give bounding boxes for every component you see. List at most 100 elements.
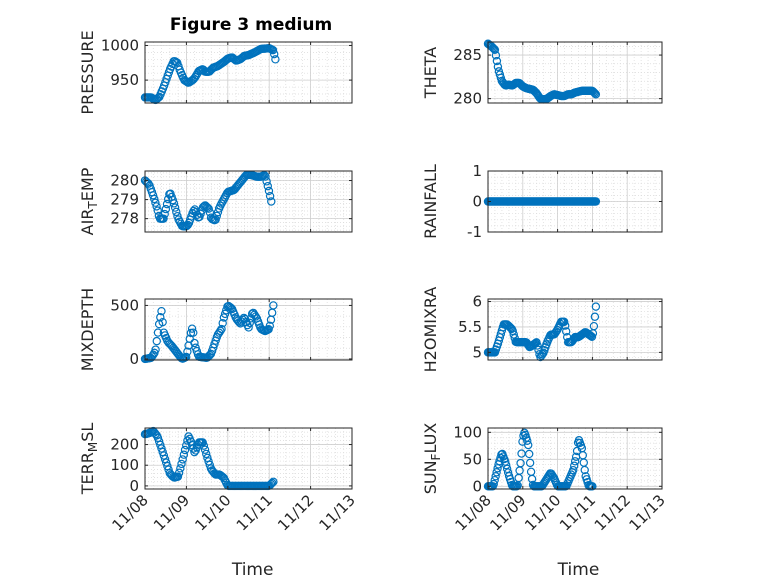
data-point <box>490 45 500 55</box>
data-point <box>492 56 502 66</box>
data-point <box>512 482 521 491</box>
data-point <box>164 465 173 474</box>
data-point <box>173 472 183 481</box>
data-point <box>245 318 254 328</box>
data-point <box>199 441 209 450</box>
data-point <box>161 204 171 214</box>
y-axis-label: H2OMIXRA <box>421 287 440 373</box>
data-point <box>591 302 601 311</box>
axes-box <box>144 427 353 490</box>
y-tick-label: 500 <box>110 296 139 314</box>
data-point <box>572 446 582 456</box>
data-series-theta <box>483 39 601 104</box>
data-point <box>587 332 597 341</box>
y-tick-label: 280 <box>453 90 482 108</box>
y-tick-label: 278 <box>110 210 139 228</box>
y-tick-label: 0 <box>129 477 139 495</box>
data-point <box>160 209 169 219</box>
y-axis-label: MIXDEPTH <box>78 288 97 371</box>
y-tick-label: 285 <box>453 46 482 64</box>
data-point <box>152 336 161 346</box>
y-axis-label: RAINFALL <box>421 164 440 239</box>
data-point <box>589 321 599 331</box>
x-axis-label: Time <box>557 560 600 580</box>
data-point <box>220 309 230 319</box>
y-tick-label: 0 <box>472 477 482 495</box>
data-point <box>588 482 597 491</box>
data-point <box>491 51 501 60</box>
data-point <box>490 475 499 485</box>
data-point <box>560 317 569 327</box>
y-tick-label: 100 <box>110 456 139 474</box>
data-point <box>525 458 535 468</box>
axes-box <box>487 427 663 490</box>
y-tick-label: 280 <box>110 172 139 190</box>
data-point <box>153 328 163 337</box>
data-point <box>264 186 274 196</box>
data-point <box>212 211 222 221</box>
y-tick-label: 0 <box>472 193 482 211</box>
data-point <box>590 89 600 98</box>
y-axis-label: PRESSURE <box>78 30 97 114</box>
data-point <box>205 460 214 470</box>
data-point <box>178 455 187 464</box>
axes-box <box>144 41 353 104</box>
y-tick-label: 50 <box>463 450 482 468</box>
data-point <box>190 338 199 348</box>
data-point <box>591 197 601 206</box>
subplot-rainfall: -1 0 1 RAINFALL <box>421 162 663 241</box>
data-point <box>200 445 210 454</box>
axes-box <box>487 298 663 361</box>
data-point <box>262 177 271 186</box>
data-point <box>171 57 181 67</box>
data-point <box>492 468 501 477</box>
data-point <box>491 471 500 481</box>
data-series-h2omixra <box>483 302 601 362</box>
data-point <box>489 479 498 489</box>
y-axis-label: AIRTEMP <box>78 167 100 235</box>
data-series-rainfall <box>483 197 601 206</box>
data-point <box>169 199 179 208</box>
data-point <box>172 207 181 217</box>
data-series-air_temp <box>140 170 276 231</box>
data-point <box>156 313 165 322</box>
data-point <box>265 191 275 201</box>
data-point <box>266 479 276 489</box>
y-tick-label: 950 <box>110 71 139 89</box>
data-point <box>270 49 279 59</box>
y-tick-label: 5 <box>472 343 482 361</box>
data-point <box>150 194 159 204</box>
y-tick-label: 1000 <box>101 36 139 54</box>
data-point <box>151 198 160 207</box>
data-point <box>580 465 589 475</box>
data-point <box>531 338 540 348</box>
data-point <box>153 206 162 215</box>
data-point <box>158 317 167 327</box>
data-point <box>493 62 503 71</box>
data-point <box>538 349 547 359</box>
subplot-h2omixra: 5 5.5 6 H2OMIXRA <box>421 287 663 373</box>
data-point <box>586 331 596 341</box>
data-point <box>176 352 185 362</box>
y-axis-label: THETA <box>421 47 440 99</box>
y-tick-label: 100 <box>453 423 482 441</box>
y-tick-label: 0 <box>129 350 139 368</box>
data-point <box>170 203 180 212</box>
data-point <box>265 321 275 331</box>
data-point <box>488 43 498 53</box>
data-point <box>183 347 192 356</box>
data-point <box>189 328 198 337</box>
data-point <box>218 318 227 328</box>
data-point <box>524 440 533 450</box>
y-tick-label: -1 <box>467 223 482 241</box>
data-point <box>152 202 161 211</box>
data-point <box>591 90 601 99</box>
data-point <box>219 313 229 322</box>
data-point <box>570 457 580 466</box>
data-point <box>533 341 542 350</box>
data-point <box>501 460 511 470</box>
data-point <box>524 449 534 459</box>
data-point <box>516 458 525 468</box>
data-point <box>251 312 260 321</box>
